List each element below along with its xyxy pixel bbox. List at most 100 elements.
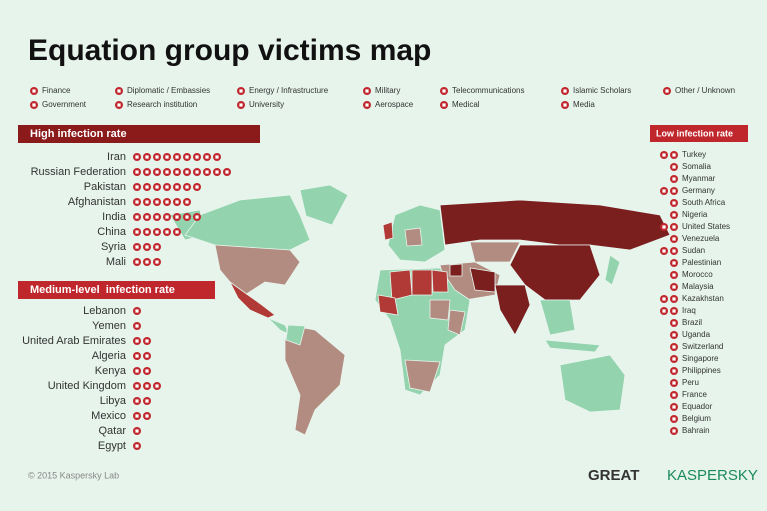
sector-icon-glyph bbox=[145, 384, 149, 388]
sector-icon-glyph bbox=[662, 309, 666, 313]
sector-icon-glyph bbox=[672, 321, 676, 325]
sector-icon-glyph bbox=[155, 155, 159, 159]
legend-item: Aerospace bbox=[375, 100, 414, 109]
sector-icon-glyph bbox=[563, 89, 567, 93]
sector-icon-glyph bbox=[672, 417, 676, 421]
sector-icon-glyph bbox=[442, 89, 446, 93]
sector-icon-glyph bbox=[155, 185, 159, 189]
low-country: Peru bbox=[682, 378, 699, 387]
legend-item: Islamic Scholars bbox=[573, 86, 631, 95]
low-country: United States bbox=[682, 222, 730, 231]
sector-icon-glyph bbox=[672, 309, 676, 313]
low-country: Nigeria bbox=[682, 210, 708, 219]
sector-icon-glyph bbox=[155, 200, 159, 204]
sector-icon-glyph bbox=[175, 215, 179, 219]
sector-icon-glyph bbox=[32, 89, 36, 93]
sector-icon-glyph bbox=[145, 354, 149, 358]
legend-item: Telecommunications bbox=[452, 86, 524, 95]
sector-icon-glyph bbox=[175, 200, 179, 204]
high-country: Afghanistan bbox=[68, 196, 126, 208]
sector-icon-glyph bbox=[135, 384, 139, 388]
low-country: Palestinian bbox=[682, 258, 721, 267]
sector-icon-glyph bbox=[195, 155, 199, 159]
sector-icon-glyph bbox=[165, 200, 169, 204]
low-country: South Africa bbox=[682, 198, 726, 207]
sector-icon-glyph bbox=[135, 170, 139, 174]
sector-icon-glyph bbox=[195, 215, 199, 219]
medium-country: United Arab Emirates bbox=[22, 335, 126, 347]
sector-icon-glyph bbox=[195, 170, 199, 174]
medium-country: Mexico bbox=[91, 410, 126, 422]
low-country: Venezuela bbox=[682, 234, 720, 243]
sector-icon-glyph bbox=[662, 249, 666, 253]
sector-icon-glyph bbox=[185, 155, 189, 159]
sector-icon-glyph bbox=[165, 185, 169, 189]
sector-icon-glyph bbox=[145, 200, 149, 204]
world-map bbox=[169, 184, 671, 436]
sector-icon-glyph bbox=[662, 189, 666, 193]
high-country: China bbox=[97, 226, 127, 238]
sector-icon-glyph bbox=[135, 324, 139, 328]
sector-icon-glyph bbox=[135, 414, 139, 418]
logo-great: GREAT bbox=[588, 467, 639, 484]
sector-icon-glyph bbox=[135, 339, 139, 343]
low-country: Iraq bbox=[682, 306, 696, 315]
sector-icon-glyph bbox=[135, 444, 139, 448]
sector-icon-glyph bbox=[32, 103, 36, 107]
legend-item: Media bbox=[573, 100, 595, 109]
sector-icon-glyph bbox=[672, 405, 676, 409]
low-country: Myanmar bbox=[682, 174, 716, 183]
sector-icon-glyph bbox=[672, 213, 676, 217]
low-country: Singapore bbox=[682, 354, 719, 363]
sector-icon-glyph bbox=[135, 215, 139, 219]
sector-icon-glyph bbox=[175, 230, 179, 234]
sector-icon-glyph bbox=[672, 189, 676, 193]
sector-icon-glyph bbox=[145, 339, 149, 343]
sector-icon-glyph bbox=[165, 230, 169, 234]
sector-icon-glyph bbox=[135, 354, 139, 358]
medium-country: Egypt bbox=[98, 440, 126, 452]
sector-icon-glyph bbox=[145, 414, 149, 418]
sector-icon-glyph bbox=[155, 230, 159, 234]
medium-header: Medium-level infection rate bbox=[30, 284, 175, 296]
sector-icon-glyph bbox=[185, 215, 189, 219]
sector-icon-glyph bbox=[165, 155, 169, 159]
sector-icon-glyph bbox=[135, 369, 139, 373]
sector-icon-glyph bbox=[672, 237, 676, 241]
sector-icon-glyph bbox=[135, 230, 139, 234]
medium-country: Qatar bbox=[98, 425, 126, 437]
sector-icon-glyph bbox=[145, 245, 149, 249]
sector-icon-glyph bbox=[672, 297, 676, 301]
sector-icon-glyph bbox=[135, 200, 139, 204]
sector-icon-glyph bbox=[672, 201, 676, 205]
sector-icon-glyph bbox=[195, 185, 199, 189]
high-country: Iran bbox=[107, 151, 126, 163]
sector-icon-glyph bbox=[215, 170, 219, 174]
high-header-bar bbox=[18, 125, 260, 143]
sector-icon-glyph bbox=[155, 170, 159, 174]
sector-icon-glyph bbox=[165, 170, 169, 174]
high-header: High infection rate bbox=[30, 128, 127, 140]
low-country: Bahrain bbox=[682, 426, 710, 435]
sector-icon-glyph bbox=[145, 155, 149, 159]
sector-icon-glyph bbox=[175, 170, 179, 174]
low-country: Brazil bbox=[682, 318, 702, 327]
sector-icon-glyph bbox=[672, 225, 676, 229]
copyright: © 2015 Kaspersky Lab bbox=[28, 470, 119, 480]
sector-icon-glyph bbox=[672, 177, 676, 181]
sector-icon-glyph bbox=[117, 103, 121, 107]
high-country: Syria bbox=[101, 241, 127, 253]
sector-icon-glyph bbox=[145, 260, 149, 264]
legend-item: Military bbox=[375, 86, 400, 95]
legend-item: Other / Unknown bbox=[675, 86, 735, 95]
high-country: Pakistan bbox=[84, 181, 126, 193]
low-country: Belgium bbox=[682, 414, 711, 423]
legend-item: Energy / Infrastructure bbox=[249, 86, 329, 95]
sector-icon-glyph bbox=[135, 245, 139, 249]
sector-icon-glyph bbox=[145, 185, 149, 189]
low-country: Germany bbox=[682, 186, 715, 195]
sector-icon-glyph bbox=[672, 393, 676, 397]
sector-icon-glyph bbox=[135, 185, 139, 189]
sector-icon-glyph bbox=[135, 309, 139, 313]
